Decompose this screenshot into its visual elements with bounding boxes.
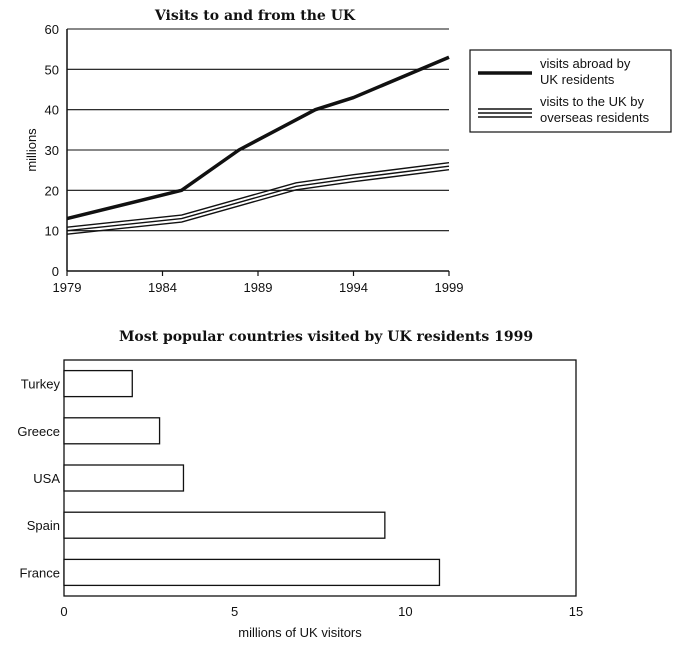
y-tick-label: 10	[45, 224, 59, 239]
bar-spain	[63, 511, 386, 539]
series-line-visits-abroad	[66, 55, 450, 221]
line-chart-y-ticks: 0 10 20 30 40 50 60	[45, 22, 59, 279]
category-label-usa: USA	[33, 471, 60, 486]
line-chart-legend: visits abroad by UK residents visits to t…	[469, 49, 672, 133]
bar-chart-category-labels: Turkey Greece USA Spain France	[17, 377, 60, 581]
bar-chart-bars	[63, 369, 441, 587]
bar-chart-title: Most popular countries visited by UK res…	[119, 329, 533, 345]
legend-swatch-triple	[478, 108, 532, 118]
line-chart-gridlines	[67, 28, 449, 232]
line-chart-x-ticks: 1979 1984 1989 1994 1999	[53, 271, 464, 295]
legend-label-visits-to-uk: visits to the UK by overseas residents	[540, 94, 650, 125]
x-tick-label: 1984	[148, 280, 177, 295]
y-tick-label: 20	[45, 183, 59, 198]
bar-chart: Most popular countries visited by UK res…	[17, 329, 583, 640]
series-line-visits-to-uk-strand-3	[66, 168, 450, 235]
line-chart-y-axis-label: millions	[24, 128, 39, 172]
bar-x-tick-label: 10	[398, 604, 412, 619]
bar-chart-x-axis-label: millions of UK visitors	[238, 625, 362, 640]
series-line-visits-to-uk-strand-2	[66, 165, 450, 232]
bar-x-tick-label: 0	[60, 604, 67, 619]
y-tick-label: 30	[45, 143, 59, 158]
category-label-turkey: Turkey	[21, 377, 61, 392]
bar-x-tick-label: 15	[569, 604, 583, 619]
line-chart-title: Visits to and from the UK	[154, 8, 356, 24]
line-chart-series	[66, 55, 450, 235]
y-tick-label: 50	[45, 62, 59, 77]
bar-turkey	[63, 369, 133, 398]
bar-chart-x-ticks: 0 5 10 15	[60, 604, 583, 619]
y-tick-label: 40	[45, 103, 59, 118]
bar-usa	[63, 464, 185, 492]
legend-label-visits-abroad: visits abroad by UK residents	[540, 56, 631, 87]
x-tick-label: 1994	[339, 280, 368, 295]
legend-box	[469, 49, 672, 133]
x-tick-label: 1979	[53, 280, 82, 295]
bar-greece	[63, 417, 161, 445]
x-tick-label: 1999	[435, 280, 464, 295]
bar-france	[63, 558, 441, 587]
y-tick-label: 0	[52, 264, 59, 279]
y-tick-label: 60	[45, 22, 59, 37]
category-label-greece: Greece	[17, 424, 60, 439]
line-chart: Visits to and from the UK millions 0 10 20…	[24, 8, 672, 295]
bar-x-tick-label: 5	[231, 604, 238, 619]
category-label-spain: Spain	[27, 518, 60, 533]
category-label-france: France	[20, 565, 60, 580]
x-tick-label: 1989	[244, 280, 273, 295]
series-line-visits-to-uk-strand-1	[66, 161, 450, 228]
